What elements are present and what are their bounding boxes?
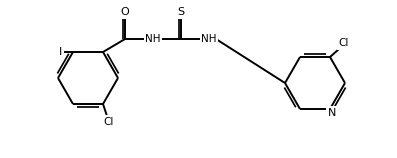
Text: I: I — [59, 47, 62, 57]
Text: Cl: Cl — [104, 117, 114, 127]
Text: NH: NH — [201, 34, 217, 44]
Text: S: S — [177, 7, 185, 17]
Text: NH: NH — [145, 34, 161, 44]
Text: O: O — [121, 7, 129, 17]
Text: Cl: Cl — [339, 38, 349, 48]
Text: N: N — [328, 108, 336, 118]
